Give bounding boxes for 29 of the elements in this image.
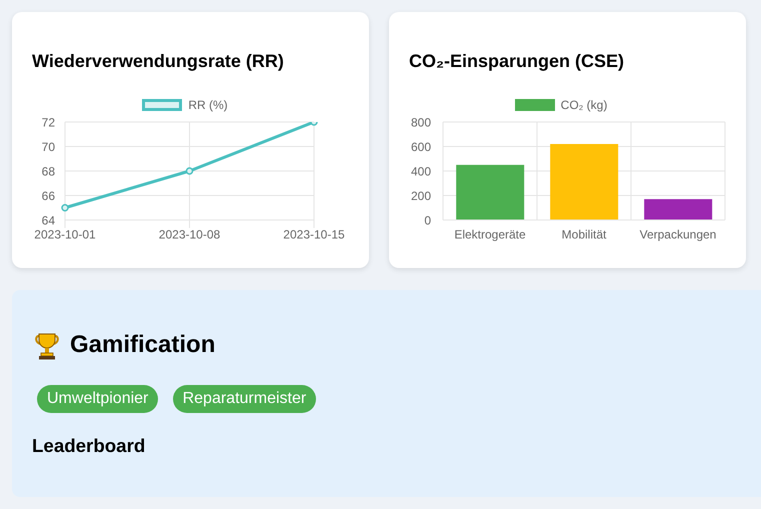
x-tick-label: 2023-10-15 (283, 228, 346, 242)
point (186, 167, 194, 175)
x-tick-label: 2023-10-01 (34, 228, 96, 242)
x-tick-label: 2023-10-08 (158, 228, 221, 242)
y-tick-label: 600 (410, 140, 432, 154)
legend-label: CO₂ (kg) (560, 98, 608, 112)
chart-title: Wiederverwendungsrate (RR) (32, 50, 284, 72)
text: Reparaturmeister (172, 385, 316, 413)
legend-label: RR (%) (188, 98, 228, 112)
bar (550, 144, 618, 220)
y-tick-label: 70 (42, 140, 56, 154)
y-tick-label: 0 (424, 213, 432, 228)
y-tick-label: 72 (42, 115, 56, 130)
x-tick-label: Mobilität (562, 228, 608, 242)
x-tick-label: Elektrogeräte (454, 228, 526, 242)
text: Umweltpionier (37, 385, 158, 413)
x-tick-label: Verpackungen (640, 228, 716, 242)
bar (456, 164, 524, 220)
y-tick-label: 400 (410, 164, 432, 178)
y-tick-label: 68 (42, 164, 56, 178)
text: Leaderboard (32, 435, 146, 457)
y-tick-label: 66 (42, 188, 56, 203)
y-tick-label: 64 (42, 213, 56, 228)
bar (644, 199, 712, 220)
point (61, 204, 69, 212)
chart-title: CO₂-Einsparungen (CSE) (409, 50, 624, 72)
y-tick-label: 800 (410, 115, 432, 130)
y-tick-label: 200 (410, 188, 432, 203)
text: Gamification (70, 331, 216, 359)
